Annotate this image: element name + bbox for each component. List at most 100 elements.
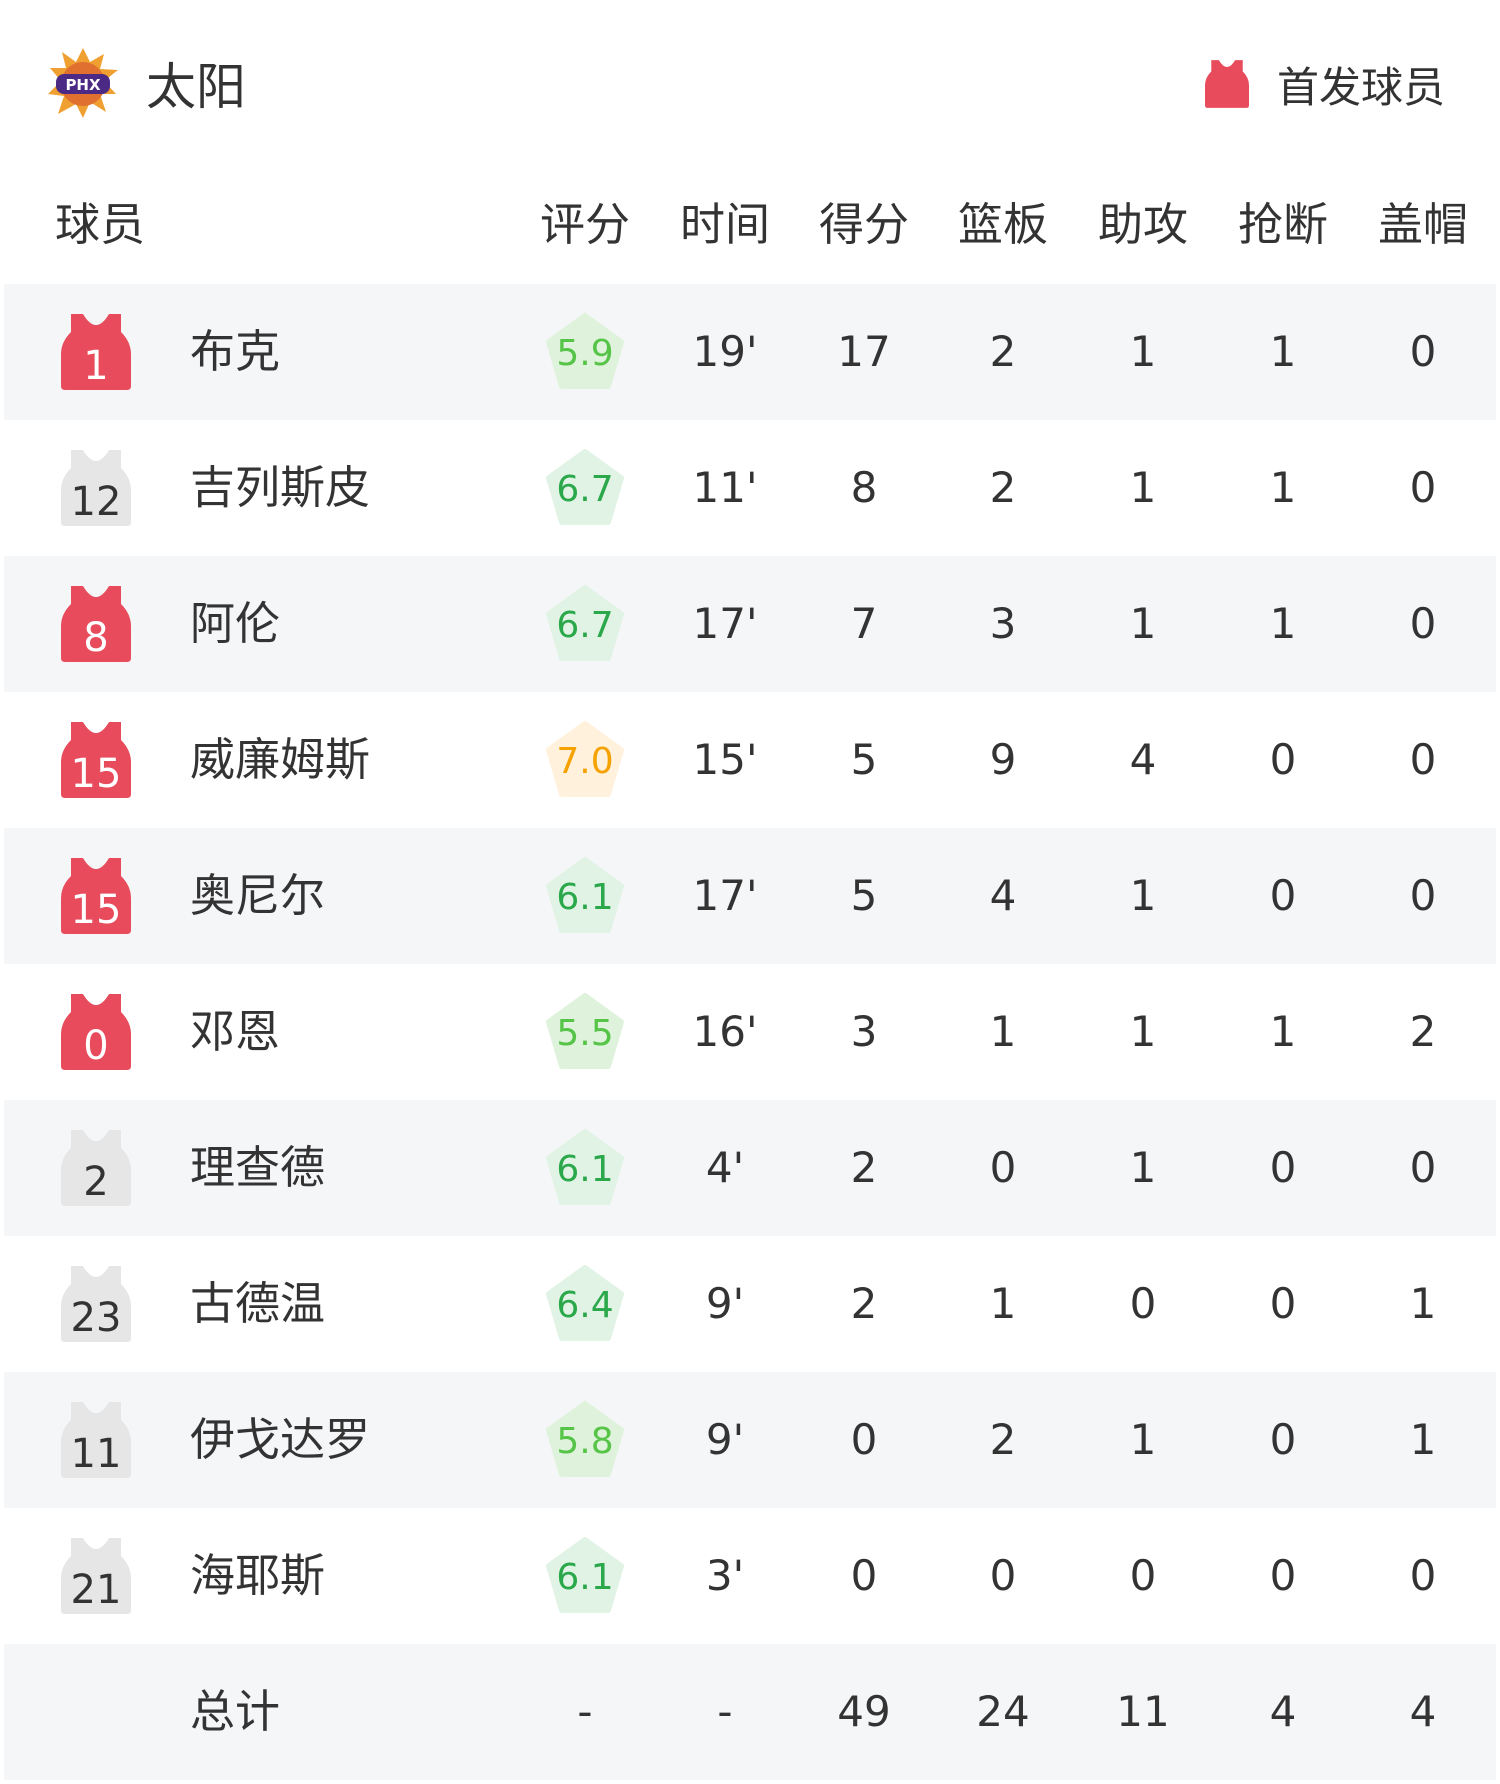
team-header: PHX 太阳 [48,48,246,118]
stat-ast: 11 [1116,1687,1170,1736]
header-minutes[interactable]: 时间 [680,198,771,251]
header-steals[interactable]: 抢断 [1238,198,1329,251]
player-name[interactable]: 邓恩 [190,1005,281,1058]
player-name[interactable]: 伊戈达罗 [190,1413,371,1466]
stat-stl: 4 [1269,1687,1297,1736]
stat-rating: - [577,1687,593,1736]
stat-blk: 2 [1409,1007,1437,1056]
jersey-number: 0 [83,1023,109,1069]
stat-ast: 0 [1129,1279,1157,1328]
player-name[interactable]: 威廉姆斯 [190,733,371,786]
player-name[interactable]: 理查德 [190,1141,326,1194]
player-row[interactable]: 0 邓恩 5.5 16' 3 1 1 1 2 [4,964,1496,1100]
stat-min: 4' [705,1143,745,1192]
jersey-icon: 2 [61,1130,131,1206]
stat-blk: 0 [1409,463,1437,512]
player-name[interactable]: 海耶斯 [190,1549,326,1602]
player-row[interactable]: 15 威廉姆斯 7.0 15' 5 9 4 0 0 [4,692,1496,828]
header-points[interactable]: 得分 [819,198,910,251]
stat-stl: 1 [1269,327,1297,376]
player-row[interactable]: 1 布克 5.9 19' 17 2 1 1 0 [4,284,1496,420]
stat-ast: 1 [1129,871,1157,920]
rating-value: 5.5 [556,1013,614,1054]
player-row[interactable]: 8 阿伦 6.7 17' 7 3 1 1 0 [4,556,1496,692]
stat-reb: 24 [976,1687,1030,1736]
stat-pts: 49 [837,1687,891,1736]
stat-pts: 5 [850,735,878,784]
stat-reb: 3 [989,599,1017,648]
jersey-icon: 23 [61,1266,131,1342]
player-name[interactable]: 布克 [190,325,281,378]
rating-badge: 5.5 [545,992,625,1072]
stat-blk: 1 [1409,1279,1437,1328]
stat-min: 16' [692,1007,758,1056]
rating-badge: 5.9 [545,312,625,392]
stat-ast: 1 [1129,1415,1157,1464]
jersey-icon: 15 [61,858,131,934]
stat-stl: 1 [1269,463,1297,512]
stat-pts: 3 [850,1007,878,1056]
player-name[interactable]: 阿伦 [190,597,281,650]
stat-ast: 1 [1129,1143,1157,1192]
jersey-number: 11 [70,1431,122,1477]
player-name[interactable]: 吉列斯皮 [190,461,371,514]
header-rebounds[interactable]: 篮板 [958,198,1049,251]
rating-value: 7.0 [556,741,614,782]
team-name: 太阳 [146,58,246,116]
rating-badge: 6.7 [545,448,625,528]
stat-reb: 1 [989,1279,1017,1328]
player-name[interactable]: 奥尼尔 [190,869,326,922]
stat-reb: 9 [989,735,1017,784]
header-blocks[interactable]: 盖帽 [1378,198,1469,251]
stat-min: 11' [692,463,758,512]
jersey-number: 23 [70,1295,122,1341]
stat-blk: 0 [1409,735,1437,784]
player-name[interactable]: 古德温 [190,1277,326,1330]
stat-ast: 0 [1129,1551,1157,1600]
header-assists[interactable]: 助攻 [1098,198,1189,251]
stat-blk: 0 [1409,599,1437,648]
stat-blk: 1 [1409,1415,1437,1464]
stat-stl: 0 [1269,1415,1297,1464]
rating-badge: 7.0 [545,720,625,800]
stat-reb: 2 [989,463,1017,512]
rating-value: 6.1 [556,1149,614,1190]
rating-badge: 6.1 [545,1128,625,1208]
player-row[interactable]: 11 伊戈达罗 5.8 9' 0 2 1 0 1 [4,1372,1496,1508]
stat-stl: 0 [1269,735,1297,784]
player-row[interactable]: 23 古德温 6.4 9' 2 1 0 0 1 [4,1236,1496,1372]
player-row[interactable]: 15 奥尼尔 6.1 17' 5 4 1 0 0 [4,828,1496,964]
jersey-icon: 15 [61,722,131,798]
total-row: 总计 - - 49 24 11 4 4 [4,1644,1496,1780]
jersey-icon: 0 [61,994,131,1070]
jersey-number: 8 [83,615,109,661]
header-rating[interactable]: 评分 [540,198,631,251]
rating-value: 6.7 [556,605,614,646]
stat-ast: 4 [1129,735,1157,784]
stat-blk: 4 [1409,1687,1437,1736]
stat-min: 17' [692,599,758,648]
stat-pts: 0 [850,1415,878,1464]
jersey-number: 15 [70,887,122,933]
rating-value: 6.1 [556,877,614,918]
starter-legend: 首发球员 [1204,52,1445,116]
rating-badge: 6.1 [545,856,625,936]
stat-ast: 1 [1129,1007,1157,1056]
legend-label: 首发球员 [1276,62,1445,112]
player-row[interactable]: 12 吉列斯皮 6.7 11' 8 2 1 1 0 [4,420,1496,556]
stat-pts: 7 [850,599,878,648]
stat-reb: 2 [989,1415,1017,1464]
player-row[interactable]: 2 理查德 6.1 4' 2 0 1 0 0 [4,1100,1496,1236]
rating-value: 6.1 [556,1557,614,1598]
stat-min: 17' [692,871,758,920]
rating-value: 5.8 [556,1421,614,1462]
jersey-icon: 11 [61,1402,131,1478]
stat-pts: 17 [837,327,891,376]
jersey-number: 21 [70,1567,122,1613]
stat-ast: 1 [1129,599,1157,648]
player-row[interactable]: 21 海耶斯 6.1 3' 0 0 0 0 0 [4,1508,1496,1644]
rating-value: 6.7 [556,469,614,510]
player-name: 总计 [190,1685,281,1738]
table-header: 球员 评分 时间 得分 篮板 助攻 抢断 盖帽 [0,190,1500,260]
stat-stl: 0 [1269,1143,1297,1192]
